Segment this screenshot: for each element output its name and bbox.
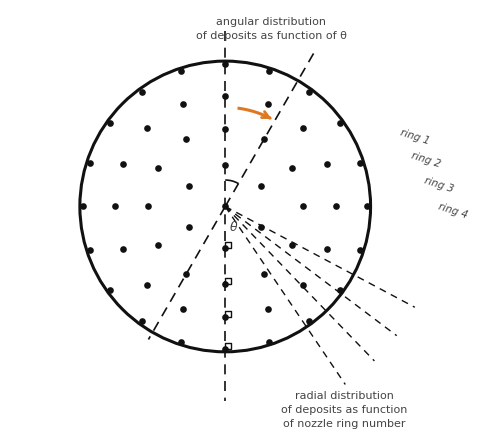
Text: $\theta$: $\theta$ [228,220,238,234]
Text: ring 3: ring 3 [424,176,456,194]
Text: ring 1: ring 1 [398,127,430,146]
Text: radial distribution
of deposits as function
of nozzle ring number: radial distribution of deposits as funct… [281,392,407,430]
Text: angular distribution
of deposits as function of θ: angular distribution of deposits as func… [196,16,347,41]
Text: ring 4: ring 4 [436,202,468,221]
Text: ring 2: ring 2 [410,151,442,170]
